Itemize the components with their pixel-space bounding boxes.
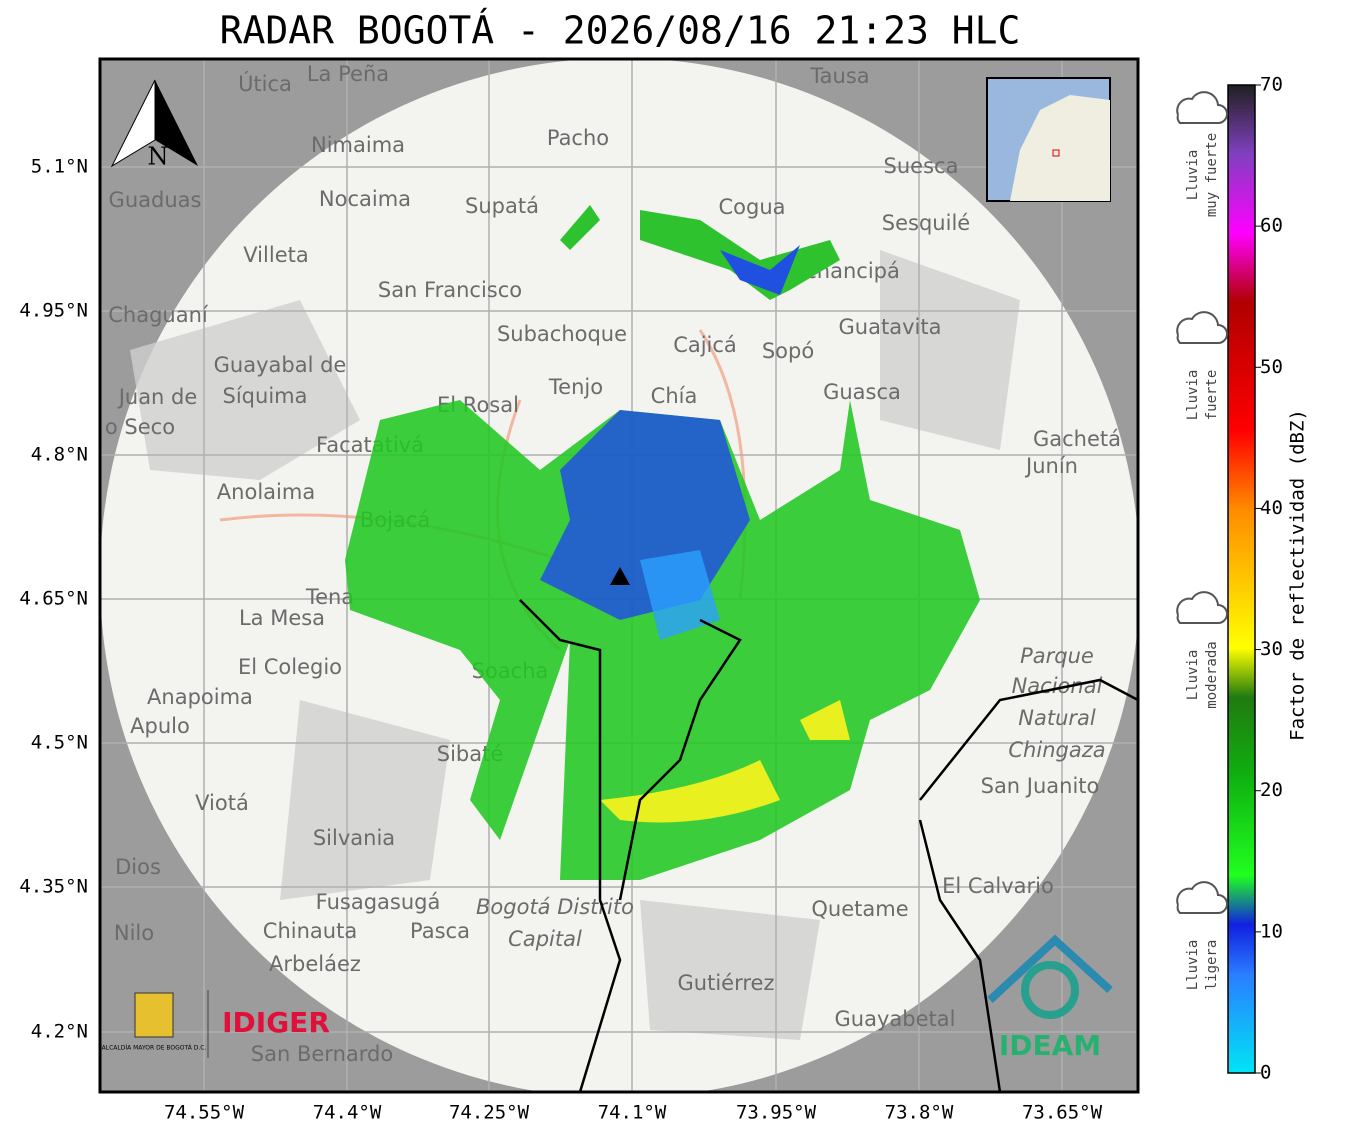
title: RADAR BOGOTÁ - 2026/08/16 21:23 HLC [220, 9, 1021, 53]
place-label: Tenjo [548, 375, 603, 399]
lon-label: 74.1°W [598, 1102, 667, 1124]
place-label: Anolaima [217, 480, 315, 504]
place-label: Viotá [195, 791, 249, 815]
place-label: Guaduas [109, 188, 202, 212]
place-label: Guayabetal [835, 1007, 956, 1031]
lat-label: 4.8°N [31, 444, 88, 466]
rain-level-label: moderada [1204, 641, 1220, 708]
place-label: San Bernardo [251, 1042, 393, 1066]
place-label: Apulo [130, 714, 190, 738]
place-label: San Francisco [378, 278, 522, 302]
colorbar-tick-label: 10 [1260, 920, 1283, 942]
place-label: Arbeláez [269, 952, 361, 976]
weather-icon [1176, 591, 1228, 624]
place-label: El Calvario [942, 874, 1054, 898]
place-label: Dios [115, 855, 161, 879]
area-label: Capital [508, 927, 582, 951]
lat-label: 4.5°N [31, 732, 88, 754]
rain-level-label: fuerte [1204, 370, 1220, 421]
place-label: Pasca [410, 919, 470, 943]
colorbar [1227, 84, 1256, 1074]
place-label: Villeta [243, 243, 308, 267]
rain-level-label: Lluvia [1185, 150, 1201, 201]
place-label: El Colegio [238, 655, 342, 679]
place-label: Fusagasugá [316, 890, 441, 914]
colorbar-tick-label: 60 [1260, 215, 1283, 237]
place-label: Guasca [823, 380, 901, 404]
rain-level-label: ligera [1204, 940, 1220, 991]
place-label: Nocaima [319, 187, 411, 211]
place-label: Útica [238, 71, 292, 96]
logos: ALCALDÍA MAYOR DE BOGOTÁ D.C. IDIGER IDE… [102, 934, 1113, 1062]
lon-label: 74.55°W [164, 1102, 245, 1124]
area-label: Chingaza [1008, 738, 1105, 762]
north-label: N [148, 143, 169, 171]
rain-level-label: Lluvia [1185, 940, 1201, 991]
colorbar-tick-label: 0 [1260, 1062, 1271, 1084]
lon-label: 74.4°W [313, 1102, 382, 1124]
colorbar-tick-label: 50 [1260, 356, 1283, 378]
place-label: Cogua [718, 195, 785, 219]
place-label: Síquima [223, 384, 308, 408]
place-label: La Peña [307, 62, 389, 86]
lat-label: 4.95°N [19, 300, 88, 322]
place-label: Pacho [547, 126, 609, 150]
place-label: Suesca [884, 154, 959, 178]
lon-label: 73.8°W [885, 1102, 954, 1124]
place-label: Nimaima [311, 133, 405, 157]
colorbar-tick-label: 70 [1260, 74, 1283, 96]
place-label: Supatá [465, 194, 539, 218]
rain-level-label: Lluvia [1185, 370, 1201, 421]
place-label: Chía [651, 384, 698, 408]
place-label: Anapoima [147, 685, 253, 709]
idiger-logo: IDIGER [222, 1006, 330, 1039]
place-label: Junín [1024, 454, 1078, 478]
lon-label: 74.25°W [449, 1102, 530, 1124]
colorbar-label: Factor de reflectividad (dBZ) [1287, 409, 1309, 741]
place-label: Gachetá [1033, 427, 1121, 451]
lon-label: 73.95°W [736, 1102, 817, 1124]
north-arrow: N [110, 79, 198, 171]
place-label: Quetame [811, 897, 908, 921]
place-label: Juan de [117, 385, 198, 409]
inset-map [986, 77, 1111, 202]
map: La Peña Útica Tausa Nimaima Pacho Suesca Guadu… [100, 59, 1138, 1092]
place-label: Guatavita [839, 315, 942, 339]
rain-level-label: muy fuerte [1204, 133, 1220, 217]
place-label: Tena [305, 585, 354, 609]
lat-label: 4.2°N [31, 1021, 88, 1043]
lat-label: 4.35°N [19, 876, 88, 898]
place-label: Sesquilé [882, 211, 970, 235]
colorbar-tick-label: 40 [1260, 497, 1283, 519]
place-label: Guayabal de [214, 353, 347, 377]
area-label: Natural [1018, 706, 1096, 730]
place-label: Sopó [762, 339, 814, 363]
lon-label: 73.65°W [1022, 1102, 1103, 1124]
weather-icon [1176, 91, 1228, 124]
place-label: Chaguaní [108, 303, 209, 327]
lat-label: 4.65°N [19, 588, 88, 610]
radar-echoes [345, 205, 980, 880]
rain-level-label: Lluvia [1185, 650, 1201, 701]
place-label: La Mesa [239, 606, 325, 630]
place-label: Subachoque [497, 322, 627, 346]
weather-icon [1176, 881, 1228, 914]
alcaldia-logo: ALCALDÍA MAYOR DE BOGOTÁ D.C. [102, 1045, 207, 1052]
area-label: Parque [1020, 644, 1094, 668]
lat-label: 5.1°N [31, 156, 88, 178]
place-label: Gutiérrez [678, 971, 775, 995]
place-label: Chinauta [263, 919, 357, 943]
ideam-logo: IDEAM [999, 1029, 1101, 1062]
area-label: Bogotá Distrito [476, 895, 634, 919]
place-label: Silvania [313, 826, 395, 850]
place-label: Nilo [114, 921, 154, 945]
place-label: San Juanito [981, 774, 1100, 798]
colorbar-tick-label: 20 [1260, 779, 1283, 801]
place-label: Cajicá [673, 333, 737, 357]
weather-icon [1176, 311, 1228, 344]
colorbar-tick-label: 30 [1260, 638, 1283, 660]
place-label: o Seco [105, 415, 175, 439]
place-label: Tausa [809, 64, 869, 88]
